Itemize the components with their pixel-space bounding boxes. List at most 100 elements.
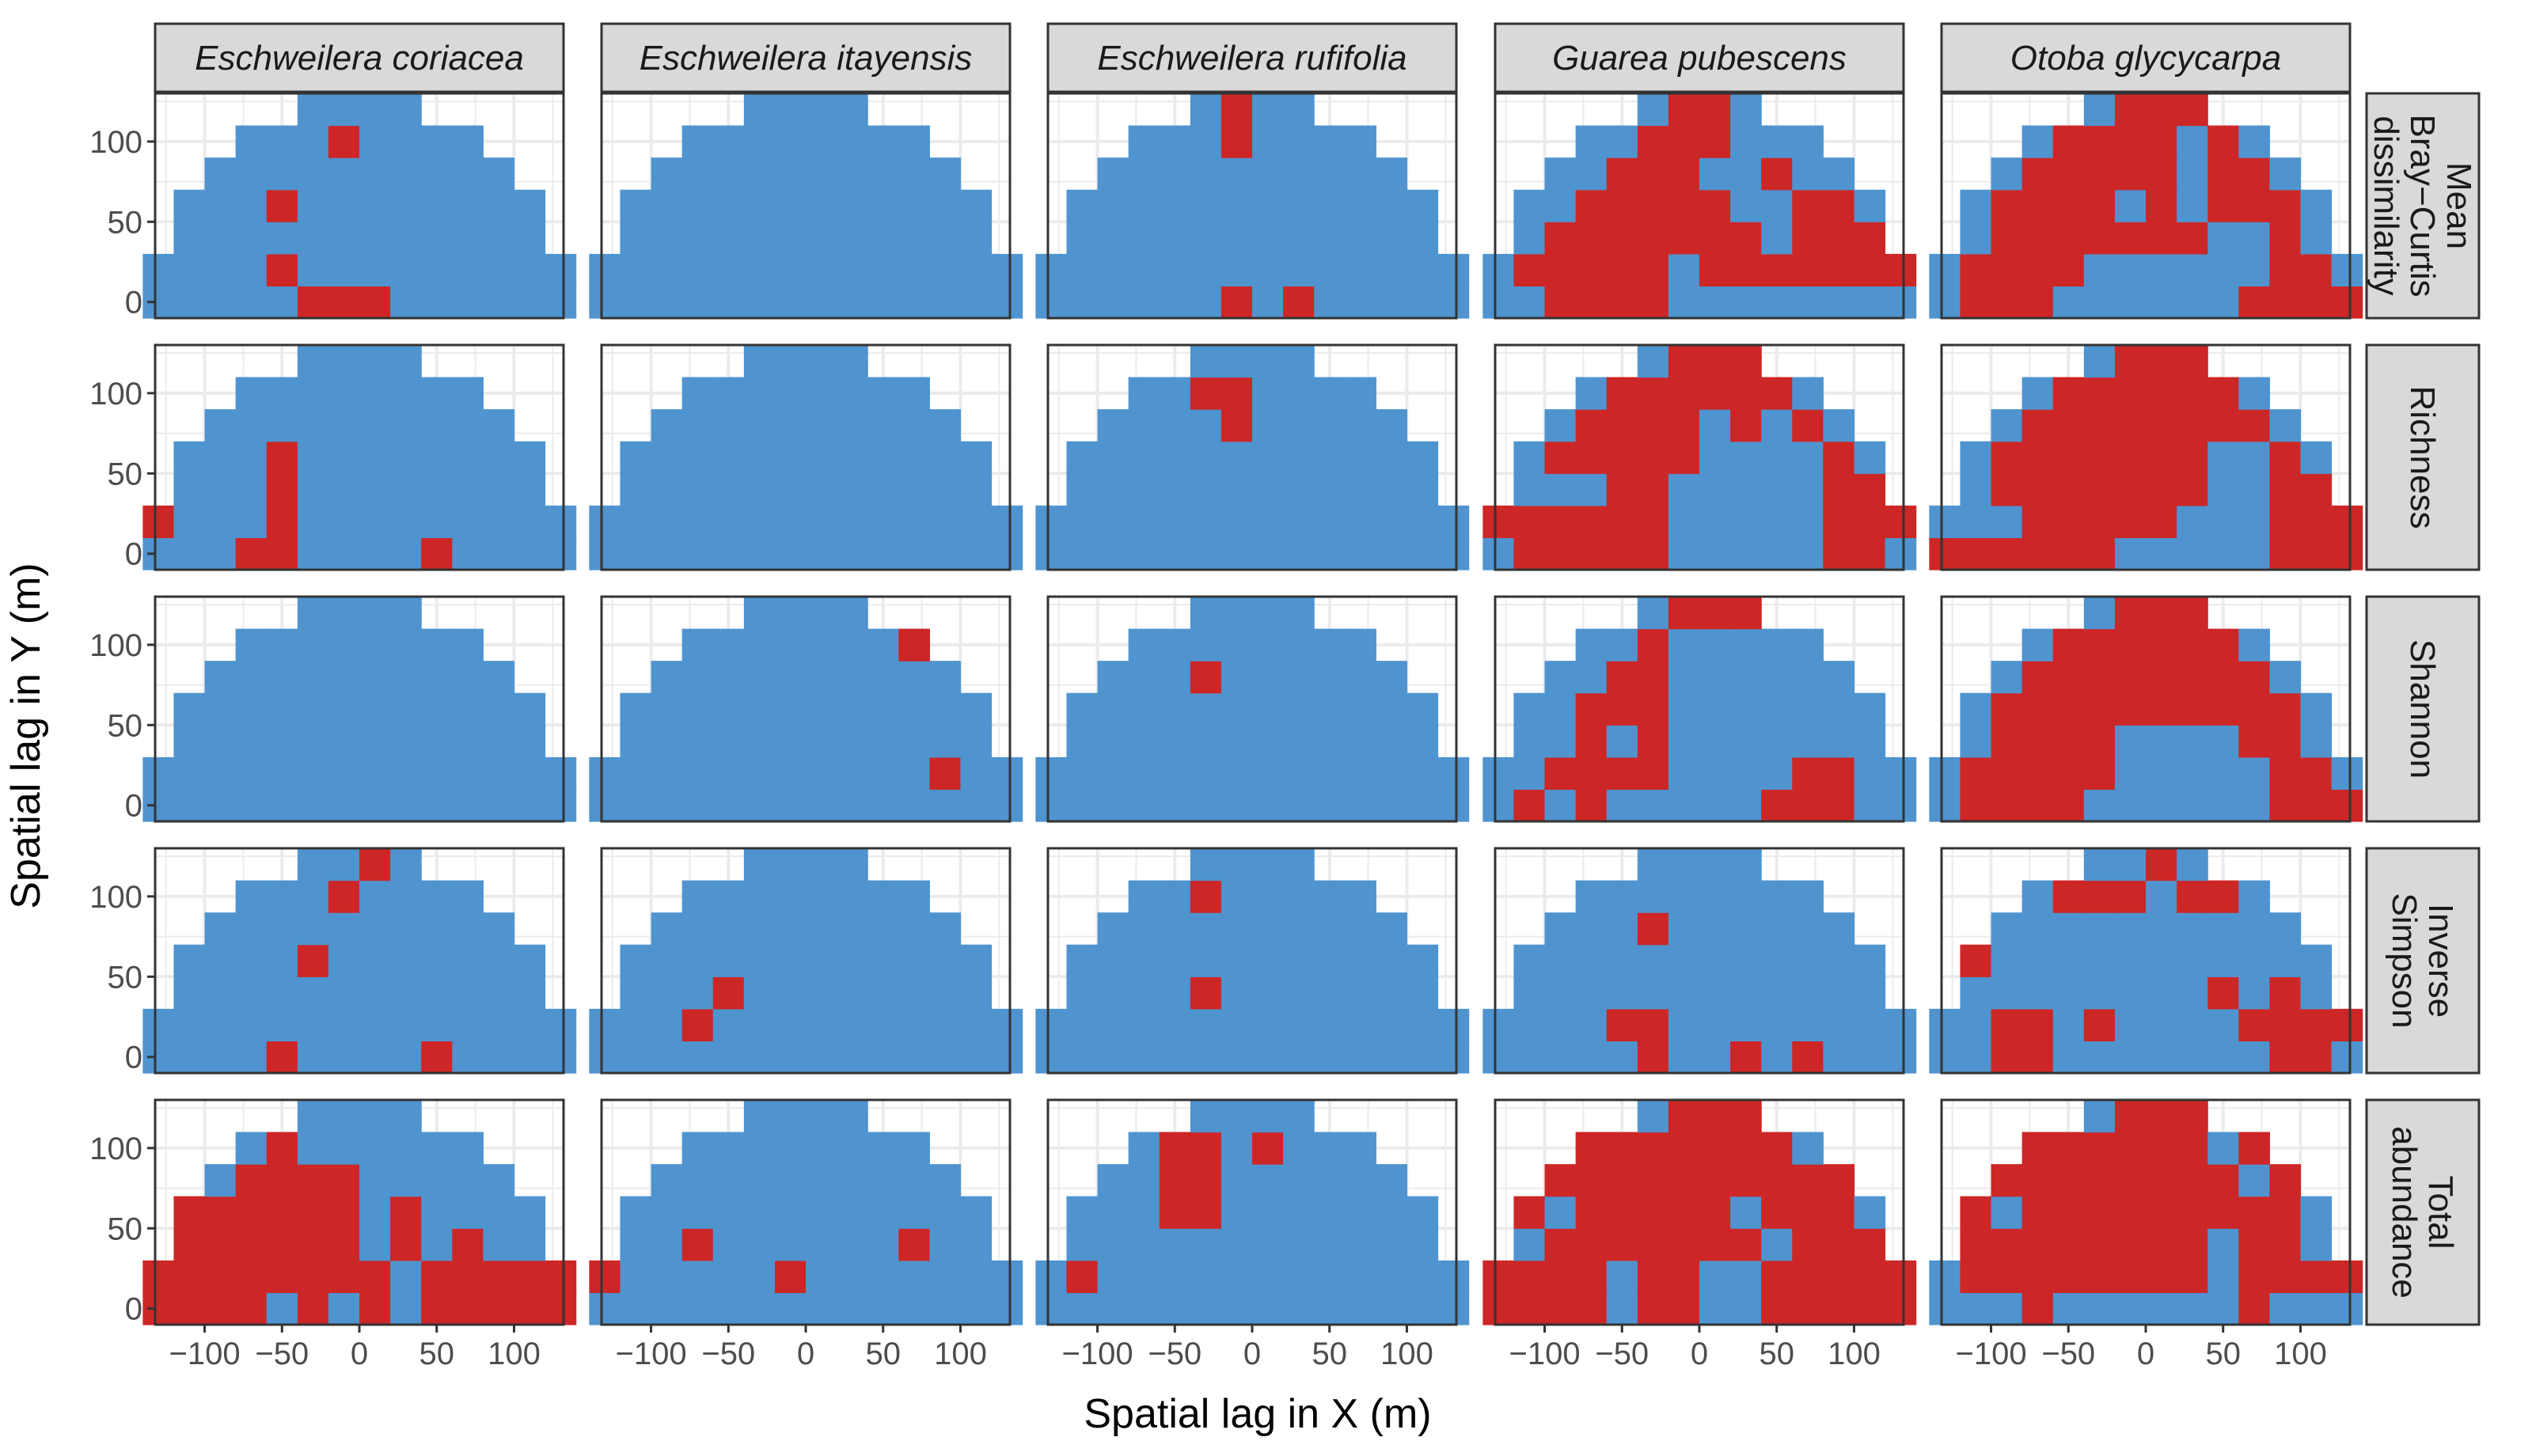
cell-low	[1190, 505, 1222, 539]
cell-low	[681, 222, 714, 255]
cell-low	[1345, 944, 1376, 977]
cell-low	[1190, 692, 1222, 726]
cell-high	[1575, 1228, 1608, 1261]
cell-low	[235, 473, 268, 506]
cell-low	[651, 912, 683, 946]
cell-low	[2238, 912, 2270, 946]
cell-low	[774, 505, 807, 539]
panel-otoba-glycycarpa-mean-bray-curtis-dissimilarity	[1929, 92, 2363, 320]
cell-low	[651, 1164, 683, 1197]
cell-low	[1437, 789, 1470, 822]
cell-low	[1220, 628, 1253, 662]
cell-low	[390, 597, 422, 630]
cell-high	[2021, 441, 2054, 474]
cell-high	[2052, 222, 2085, 255]
cell-low	[390, 222, 422, 255]
cell-low	[1668, 944, 1700, 977]
cell-low	[774, 976, 807, 1010]
cell-low	[1345, 628, 1376, 662]
cell-low	[960, 1196, 993, 1229]
cell-low	[1730, 473, 1762, 506]
cell-low	[960, 441, 993, 474]
cell-low	[620, 473, 652, 506]
cell-low	[1668, 848, 1700, 882]
cell-low	[651, 1196, 683, 1229]
cell-low	[2177, 976, 2208, 1010]
x-tick-label: −100	[1509, 1337, 1580, 1371]
cell-high	[1544, 441, 1577, 474]
cell-high	[1637, 377, 1669, 410]
cell-low	[1792, 944, 1824, 977]
cell-low	[2238, 441, 2270, 474]
cell-high	[235, 1228, 268, 1261]
cell-high	[1513, 253, 1546, 287]
cell-low	[712, 189, 745, 222]
cell-low	[867, 1196, 899, 1229]
cell-high	[1637, 253, 1669, 287]
cell-high	[328, 1196, 360, 1229]
cell-low	[1606, 725, 1638, 758]
cell-high	[1606, 409, 1638, 442]
cell-low	[1960, 441, 1992, 474]
cell-low	[1066, 1041, 1099, 1074]
cell-low	[929, 1292, 962, 1325]
cell-high	[1699, 1164, 1731, 1197]
cell-low	[1314, 976, 1346, 1010]
cell-high	[2114, 880, 2147, 913]
cell-low	[2083, 1100, 2116, 1133]
cell-high	[204, 1260, 237, 1294]
cell-high	[1513, 1292, 1546, 1325]
cell-low	[774, 1100, 807, 1133]
cell-low	[1314, 505, 1346, 539]
cell-low	[1406, 537, 1439, 571]
x-tick-label: −50	[2041, 1337, 2095, 1371]
panel-border	[1046, 343, 1458, 571]
cell-high	[2083, 880, 2116, 913]
cell-low	[2114, 537, 2147, 571]
cell-high	[1575, 505, 1608, 539]
cell-low	[960, 1292, 993, 1325]
cell-low	[390, 441, 422, 474]
cell-low	[266, 692, 298, 726]
cell-low	[390, 1100, 422, 1133]
cell-low	[1190, 628, 1222, 662]
cell-high	[1575, 1260, 1608, 1294]
cell-low	[359, 537, 391, 571]
cell-high	[235, 537, 268, 571]
cell-low	[1730, 880, 1762, 913]
cell-low	[1544, 157, 1577, 191]
strip-label: Shannon	[2403, 639, 2442, 779]
cell-low	[1190, 1228, 1222, 1261]
cell-low	[1314, 441, 1346, 474]
cell-low	[1314, 912, 1346, 946]
cell-high	[2177, 441, 2208, 474]
cell-high	[2021, 789, 2054, 822]
cell-high	[1606, 1196, 1638, 1229]
cells	[142, 597, 577, 822]
x-tick-label: 50	[865, 1337, 901, 1371]
panel-guarea-pubescens-shannon	[1482, 595, 1917, 823]
strip-background	[2365, 1098, 2481, 1326]
cell-high	[328, 880, 360, 913]
cell-low	[898, 441, 930, 474]
cell-low	[1761, 1041, 1793, 1074]
cell-low	[452, 976, 484, 1010]
cell-low	[1159, 725, 1191, 758]
cell-low	[1929, 1292, 1961, 1325]
cell-low	[960, 1260, 993, 1294]
cell-low	[1097, 222, 1129, 255]
cell-high	[2021, 222, 2054, 255]
cell-low	[620, 725, 652, 758]
cell-low	[1190, 125, 1222, 158]
cell-low	[390, 1041, 422, 1074]
cell-high	[1575, 441, 1608, 474]
cell-low	[1730, 692, 1762, 726]
cell-low	[681, 157, 714, 191]
strip-label-line: Bray−Curtis	[2403, 114, 2442, 297]
cell-high	[1637, 222, 1669, 255]
panel-eschweilera-itayensis-inverse-simpson	[589, 847, 1023, 1075]
cell-low	[681, 1164, 714, 1197]
cell-low	[806, 537, 837, 571]
cell-high	[1606, 692, 1638, 726]
panel-border	[600, 343, 1012, 571]
